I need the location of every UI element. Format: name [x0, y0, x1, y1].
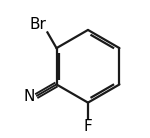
Text: Br: Br [30, 17, 47, 32]
Text: N: N [24, 89, 35, 104]
Text: F: F [84, 120, 92, 135]
